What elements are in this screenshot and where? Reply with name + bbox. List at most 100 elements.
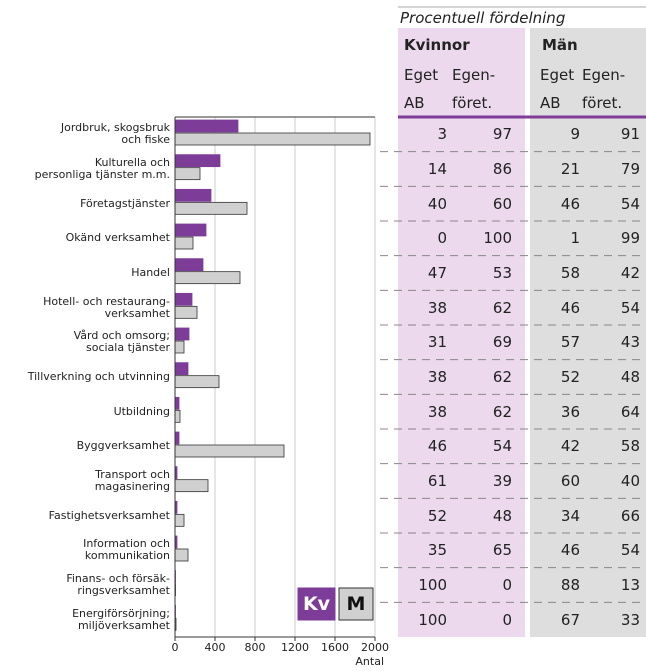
bar <box>174 431 180 445</box>
table-cell: 52 <box>427 506 447 525</box>
table-cell: 86 <box>492 160 512 178</box>
table-cell: 62 <box>492 298 512 317</box>
legend-swatch <box>297 587 336 621</box>
column-header: Eget AB <box>540 66 575 112</box>
table-cell: 97 <box>492 125 512 144</box>
table-cell: 64 <box>620 402 640 421</box>
table-cell: 62 <box>492 402 512 421</box>
table-cell: 33 <box>620 610 640 629</box>
table-cell: 47 <box>427 264 447 282</box>
bar <box>174 223 207 237</box>
table-cell: 52 <box>560 368 580 386</box>
category-label: Information och kommunikation <box>83 537 170 563</box>
table-cell: 100 <box>418 576 447 594</box>
table-cell: 0 <box>502 610 512 629</box>
x-tick-label: 0 <box>171 641 179 654</box>
table-cell: 43 <box>620 333 640 352</box>
bar <box>174 513 185 527</box>
table-cell: 60 <box>492 194 512 213</box>
table-title: Procentuell fördelning <box>400 9 566 27</box>
bar <box>174 327 190 341</box>
bar <box>174 409 181 423</box>
table-cell: 35 <box>427 541 447 560</box>
table-cell: 69 <box>492 333 512 352</box>
table-cell: 40 <box>620 472 640 490</box>
table-cell: 58 <box>560 264 580 282</box>
category-label: Utbildning <box>113 404 170 418</box>
column-header: Egen- föret. <box>452 66 496 112</box>
category-label: Handel <box>131 266 170 279</box>
bar <box>174 154 221 168</box>
table-cell: 46 <box>560 194 580 213</box>
x-tick-label: 1200 <box>281 641 309 654</box>
table-cell: 46 <box>560 541 580 560</box>
table-cell: 21 <box>560 160 580 178</box>
table-cell: 39 <box>492 472 512 490</box>
bar <box>174 444 285 458</box>
x-tick-label: 2000 <box>361 641 389 654</box>
table-cell: 54 <box>492 437 512 456</box>
category-label: Byggverksamhet <box>76 439 170 453</box>
table-cell: 48 <box>620 368 640 386</box>
legend-label: M <box>346 593 366 615</box>
category-label: Fastighetsverksamhet <box>48 508 170 522</box>
x-tick-label: 1600 <box>321 641 349 654</box>
table-cell: 38 <box>427 368 447 386</box>
group-header: Kvinnor <box>404 36 470 54</box>
table-cell: 38 <box>427 402 447 421</box>
category-label: Hotell- och restaurang- verksamhet <box>43 294 170 320</box>
table-cell: 34 <box>560 506 580 525</box>
bar <box>174 305 198 319</box>
bar <box>174 188 212 202</box>
bar <box>174 201 248 215</box>
table-cell: 14 <box>427 160 447 178</box>
category-label: Jordbruk, skogsbruk och fiske <box>60 121 170 147</box>
category-label: Vård och omsorg; sociala tjänster <box>73 329 170 355</box>
table-cell: 54 <box>620 541 640 560</box>
category-label: Energiförsörjning; miljöverksamhet <box>72 606 170 632</box>
table-cell: 66 <box>620 506 640 525</box>
table-cell: 38 <box>427 298 447 317</box>
table-cell: 60 <box>560 472 580 490</box>
bar <box>174 479 209 493</box>
table-cell: 79 <box>620 160 640 178</box>
table-cell: 61 <box>427 472 447 490</box>
table-cell: 91 <box>620 125 640 144</box>
table-cell: 46 <box>427 437 447 456</box>
table-cell: 13 <box>620 576 640 594</box>
bar <box>174 362 189 376</box>
table-cell: 42 <box>560 437 580 456</box>
bar <box>174 258 204 272</box>
table-cell: 100 <box>483 229 512 248</box>
bar <box>174 340 185 354</box>
table-cell: 46 <box>560 298 580 317</box>
category-label: Transport och magasinering <box>94 468 170 493</box>
category-label: Företagstjänster <box>80 196 170 210</box>
table-cell: 57 <box>560 333 580 352</box>
bar <box>174 236 194 250</box>
table-cell: 42 <box>620 264 640 282</box>
legend-label: Kv <box>302 593 331 615</box>
kvinnor-band <box>398 28 525 637</box>
table-cell: 0 <box>437 229 447 248</box>
table-cell: 65 <box>492 541 512 560</box>
table-cell: 3 <box>437 125 447 144</box>
bar <box>174 119 239 133</box>
legend-swatch <box>338 587 374 621</box>
table-cell: 88 <box>560 576 580 594</box>
x-axis-label: Antal <box>355 655 384 668</box>
table-cell: 99 <box>620 229 640 248</box>
table-cell: 9 <box>570 125 580 144</box>
table-cell: 48 <box>492 506 512 525</box>
x-tick-label: 400 <box>204 641 226 654</box>
man-band <box>530 28 646 637</box>
bar <box>174 548 189 562</box>
table-cell: 36 <box>560 402 580 421</box>
table-cell: 53 <box>492 264 512 282</box>
table-cell: 0 <box>502 576 512 594</box>
bar <box>174 292 193 306</box>
table-cell: 58 <box>620 437 640 456</box>
bar <box>174 375 220 389</box>
table-cell: 31 <box>427 333 447 352</box>
